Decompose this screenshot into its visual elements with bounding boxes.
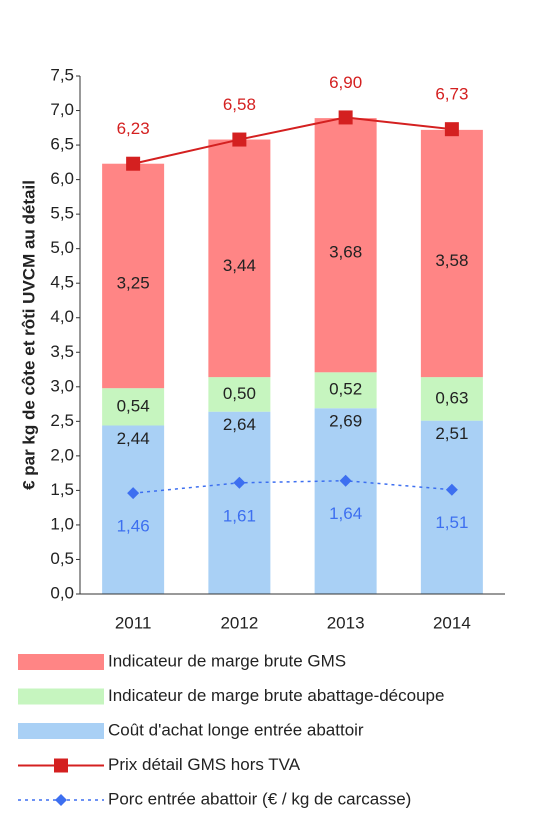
x-tick-label: 2014 xyxy=(433,613,471,632)
marker xyxy=(126,156,141,171)
y-tick-label: 7,5 xyxy=(50,65,74,84)
legend-marker xyxy=(54,758,68,773)
bar-segment xyxy=(420,420,483,594)
y-tick-label: 1,0 xyxy=(50,514,74,533)
bar-segment xyxy=(420,377,483,421)
y-tick-label: 5,0 xyxy=(50,238,74,257)
data-label: 2,64 xyxy=(223,415,256,434)
data-label: 1,46 xyxy=(117,517,150,536)
y-tick-label: 0,5 xyxy=(50,549,74,568)
bar-segment xyxy=(420,129,483,378)
marker xyxy=(127,487,140,500)
marker xyxy=(339,474,352,487)
legend-swatch xyxy=(18,688,104,705)
data-label: 0,52 xyxy=(329,380,362,399)
x-tick-label: 2011 xyxy=(115,613,152,632)
marker xyxy=(445,483,458,496)
x-tick-label: 2012 xyxy=(220,613,258,632)
bar-segment xyxy=(314,372,377,409)
legend-label: Porc entrée abattoir (€ / kg de carcasse… xyxy=(108,789,411,808)
y-tick-label: 6,5 xyxy=(50,135,74,154)
y-tick-label: 3,5 xyxy=(50,342,74,361)
x-tick-label: 2013 xyxy=(327,613,365,632)
legend-label: Prix détail GMS hors TVA xyxy=(108,755,301,774)
data-label: 2,51 xyxy=(435,424,468,443)
y-tick-label: 2,0 xyxy=(50,445,74,464)
data-label: 3,25 xyxy=(117,273,150,292)
data-label: 6,58 xyxy=(223,95,256,114)
data-label: 0,63 xyxy=(435,388,468,407)
data-label: 1,61 xyxy=(223,506,256,525)
y-tick-label: 0,0 xyxy=(50,583,74,602)
legend-swatch xyxy=(18,723,104,739)
y-tick-label: 6,0 xyxy=(50,169,74,188)
data-label: 3,58 xyxy=(435,251,468,270)
data-label: 6,73 xyxy=(435,85,468,104)
y-axis-title: € par kg de côte et rôti UVCM au détail xyxy=(19,180,38,490)
data-label: 1,51 xyxy=(435,513,468,532)
data-label: 0,50 xyxy=(223,384,256,403)
y-tick-label: 1,5 xyxy=(50,480,74,499)
bar-segment xyxy=(102,388,165,426)
marker xyxy=(233,476,246,489)
bar-segment xyxy=(102,163,165,389)
data-label: 1,64 xyxy=(329,504,362,523)
legend-label: Indicateur de marge brute GMS xyxy=(108,651,346,670)
line-series xyxy=(132,116,452,165)
data-label: 2,69 xyxy=(329,412,362,431)
marker xyxy=(444,122,459,137)
data-label: 3,44 xyxy=(223,256,256,275)
data-label: 3,68 xyxy=(329,243,362,262)
bar-segment xyxy=(314,118,377,373)
bar-segment xyxy=(208,139,271,378)
marker xyxy=(338,110,353,125)
y-tick-label: 4,5 xyxy=(50,273,74,292)
y-tick-label: 7,0 xyxy=(50,100,74,119)
legend-swatch xyxy=(18,654,104,670)
data-label: 6,90 xyxy=(329,73,362,92)
bar-segment xyxy=(208,377,271,412)
marker xyxy=(232,132,247,147)
y-tick-label: 4,0 xyxy=(50,307,74,326)
y-tick-label: 2,5 xyxy=(50,411,74,430)
data-label: 2,44 xyxy=(117,429,150,448)
y-tick-label: 3,0 xyxy=(50,376,74,395)
y-tick-label: 5,5 xyxy=(50,204,74,223)
line-series xyxy=(133,479,452,494)
bar-segment xyxy=(314,408,377,594)
bar-segment xyxy=(102,425,165,594)
data-label: 6,23 xyxy=(117,119,150,138)
legend-label: Coût d'achat longe entrée abattoir xyxy=(108,720,364,739)
legend-label: Indicateur de marge brute abattage-décou… xyxy=(108,686,444,705)
bar-segment xyxy=(208,411,271,594)
data-label: 0,54 xyxy=(117,396,150,415)
legend-marker xyxy=(55,794,67,806)
